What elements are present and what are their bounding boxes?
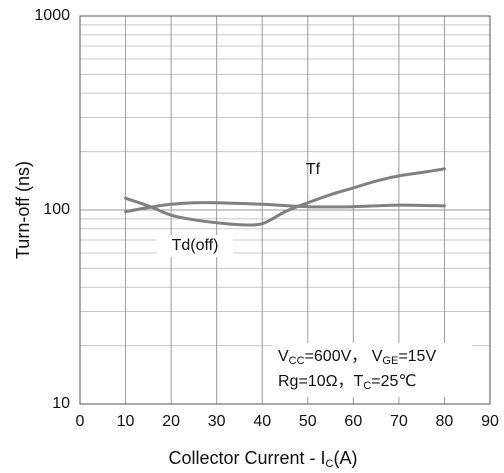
y-axis-label: Turn-off (ns) (13, 161, 33, 259)
annotation-part: =600V， V (305, 348, 383, 365)
x-label-part: (A) (334, 448, 358, 468)
x-axis-label: Collector Current - IC(A) (169, 448, 358, 470)
label-background (157, 235, 233, 257)
y-tick-label: 1000 (34, 7, 70, 24)
x-tick-label: 0 (76, 413, 85, 430)
x-tick-label: 60 (344, 413, 362, 430)
x-tick-label: 50 (299, 413, 317, 430)
plot-frame (79, 15, 491, 405)
y-tick-label: 100 (43, 201, 70, 218)
annotation-part: V (278, 348, 289, 365)
annotation-sub: C (363, 380, 371, 392)
series-line (124, 201, 446, 214)
series-line (124, 167, 446, 227)
annotation-sub: GE (382, 355, 398, 367)
x-tick-label: 90 (481, 413, 499, 430)
x-tick-label: 20 (162, 413, 180, 430)
annotation-line: VCC=600V， VGE=15V (278, 348, 436, 367)
series-label: Td(off) (172, 237, 219, 254)
annotation-line: Rg=10Ω，TC=25℃ (278, 373, 416, 392)
annotation-background (272, 343, 472, 397)
annotation-part: =25℃ (371, 373, 416, 390)
x-label-sub: C (326, 458, 334, 470)
y-tick-label: 10 (52, 395, 70, 412)
x-tick-label: 80 (436, 413, 454, 430)
series-label: Tf (306, 161, 321, 178)
x-tick-label: 30 (208, 413, 226, 430)
x-label-part: Collector Current - I (169, 448, 326, 468)
annotation-sub: CC (289, 355, 305, 367)
x-tick-label: 70 (390, 413, 408, 430)
x-tick-label: 10 (117, 413, 135, 430)
annotation-part: Rg=10Ω，T (278, 373, 364, 390)
x-tick-label: 40 (253, 413, 271, 430)
annotation-part: =15V (398, 348, 436, 365)
